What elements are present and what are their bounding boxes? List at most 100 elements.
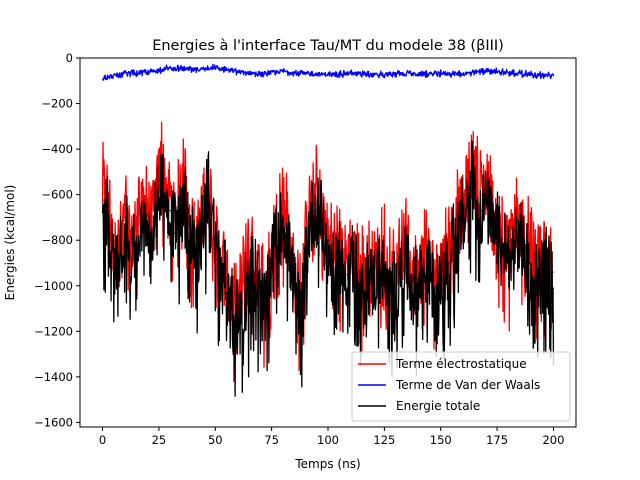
data-point	[169, 210, 171, 212]
data-point	[404, 260, 406, 262]
data-point	[250, 269, 252, 271]
data-point	[449, 257, 451, 259]
x-tick-label: 25	[152, 433, 167, 447]
data-point	[169, 194, 171, 196]
data-point	[214, 67, 216, 69]
data-point	[282, 203, 284, 205]
x-tick-label: 125	[373, 433, 395, 447]
data-point	[485, 69, 487, 72]
data-point	[530, 73, 532, 75]
data-point	[232, 319, 234, 321]
data-point	[286, 221, 288, 223]
data-point	[476, 205, 478, 207]
data-point	[273, 246, 275, 248]
data-point	[476, 189, 478, 191]
y-tick-label: −800	[41, 233, 73, 247]
data-point	[133, 260, 135, 262]
data-point	[359, 305, 361, 307]
data-point	[327, 73, 329, 75]
data-point	[377, 273, 379, 275]
data-point	[165, 185, 167, 187]
data-point	[124, 72, 126, 75]
legend-label-van-der-waals: Terme de Van der Waals	[395, 378, 540, 392]
data-point	[422, 273, 424, 275]
data-point	[219, 278, 221, 280]
data-point	[471, 178, 473, 180]
data-point	[147, 71, 149, 73]
data-point	[286, 237, 288, 239]
data-point	[151, 232, 153, 234]
data-point	[129, 255, 131, 257]
data-point	[489, 219, 491, 221]
data-point	[138, 221, 140, 223]
data-point	[237, 323, 239, 326]
data-point	[147, 205, 149, 207]
data-point	[259, 73, 261, 75]
data-point	[232, 303, 234, 305]
data-point	[183, 200, 185, 203]
series-total-energy	[101, 140, 555, 397]
chart-title: Energies à l'interface Tau/MT du modele …	[152, 38, 504, 54]
data-point	[241, 285, 243, 287]
data-point	[138, 237, 140, 239]
data-point	[291, 273, 293, 275]
data-point	[160, 178, 162, 180]
data-point	[440, 72, 442, 75]
data-point	[417, 296, 419, 298]
data-point	[431, 282, 433, 285]
y-tick-label: −200	[41, 97, 73, 111]
data-point	[507, 72, 509, 74]
data-point	[304, 73, 307, 75]
data-point	[115, 267, 117, 269]
data-point	[548, 282, 550, 285]
data-point	[322, 237, 325, 239]
data-point	[210, 214, 212, 216]
data-point	[512, 255, 514, 257]
data-point	[228, 310, 230, 312]
data-point	[516, 237, 519, 239]
x-axis: 0 25 50 75 100 125 150 175 200	[99, 427, 564, 447]
data-point	[494, 241, 496, 244]
data-point	[268, 292, 270, 294]
data-point	[395, 305, 397, 307]
legend-box	[351, 351, 571, 422]
data-point	[129, 239, 131, 241]
x-tick-label: 100	[317, 433, 339, 447]
data-point	[259, 296, 261, 298]
data-point	[101, 205, 104, 207]
data-point	[413, 292, 415, 294]
data-point	[363, 276, 365, 278]
data-point	[237, 71, 239, 73]
data-point	[480, 210, 482, 212]
data-point	[300, 319, 302, 321]
data-point	[552, 287, 555, 289]
data-point	[349, 260, 352, 262]
data-point	[282, 70, 284, 72]
data-point	[313, 210, 316, 212]
data-point	[390, 301, 392, 303]
y-tick-label: 0	[66, 51, 73, 65]
data-point	[399, 273, 401, 275]
data-point	[169, 67, 171, 69]
data-point	[372, 282, 374, 285]
x-tick-label: 200	[542, 433, 564, 447]
data-point	[205, 200, 207, 203]
data-point	[444, 278, 446, 280]
data-point	[336, 278, 338, 280]
x-tick-label: 150	[430, 433, 452, 447]
data-point	[453, 246, 455, 248]
y-tick-label: −400	[41, 142, 73, 156]
data-point	[151, 216, 153, 218]
data-point	[462, 73, 464, 75]
y-tick-label: −1200	[34, 324, 73, 338]
data-point	[525, 260, 528, 262]
data-point	[246, 282, 248, 285]
data-point	[304, 251, 307, 253]
data-point	[214, 246, 216, 248]
data-point	[223, 292, 225, 294]
data-point	[539, 278, 541, 280]
data-point	[462, 228, 464, 230]
data-point	[241, 301, 243, 303]
data-point	[417, 73, 419, 75]
